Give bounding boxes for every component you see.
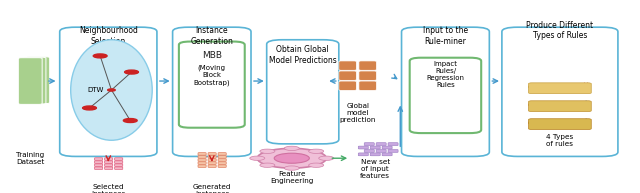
FancyBboxPatch shape — [198, 165, 206, 167]
FancyBboxPatch shape — [382, 146, 392, 149]
FancyBboxPatch shape — [410, 58, 481, 133]
FancyBboxPatch shape — [218, 159, 226, 161]
Text: Produce Different
Types of Rules: Produce Different Types of Rules — [526, 21, 593, 41]
FancyBboxPatch shape — [60, 27, 157, 156]
Circle shape — [284, 166, 300, 170]
FancyBboxPatch shape — [359, 81, 376, 90]
FancyBboxPatch shape — [95, 158, 102, 160]
FancyBboxPatch shape — [104, 167, 113, 169]
FancyBboxPatch shape — [95, 164, 102, 166]
Text: Obtain Global
Model Predictions: Obtain Global Model Predictions — [269, 45, 337, 64]
Circle shape — [308, 149, 324, 153]
Text: MBB: MBB — [202, 51, 222, 59]
FancyBboxPatch shape — [401, 27, 490, 156]
FancyBboxPatch shape — [115, 161, 123, 163]
Text: ✕: ✕ — [582, 83, 588, 89]
Circle shape — [93, 54, 107, 58]
FancyBboxPatch shape — [529, 103, 550, 106]
FancyBboxPatch shape — [198, 162, 206, 164]
Circle shape — [108, 89, 115, 91]
FancyBboxPatch shape — [104, 164, 113, 166]
Text: Neighbourhood
Selection: Neighbourhood Selection — [79, 26, 138, 46]
Text: 4 Types
of rules: 4 Types of rules — [547, 134, 573, 147]
FancyBboxPatch shape — [388, 143, 398, 146]
FancyBboxPatch shape — [198, 156, 206, 158]
Text: New set
of input
features: New set of input features — [360, 159, 390, 179]
Text: Impact
Rules/
Regression
Rules: Impact Rules/ Regression Rules — [426, 61, 465, 88]
FancyBboxPatch shape — [364, 143, 374, 146]
FancyBboxPatch shape — [267, 40, 339, 144]
FancyBboxPatch shape — [370, 153, 380, 156]
Circle shape — [274, 153, 309, 163]
Text: Input to the
Rule-miner: Input to the Rule-miner — [423, 26, 468, 46]
Text: Training
Dataset: Training Dataset — [16, 152, 44, 165]
FancyBboxPatch shape — [529, 101, 591, 112]
FancyBboxPatch shape — [22, 57, 46, 104]
FancyBboxPatch shape — [339, 81, 356, 90]
Circle shape — [125, 70, 138, 74]
FancyBboxPatch shape — [198, 159, 206, 161]
Circle shape — [260, 163, 275, 167]
FancyBboxPatch shape — [218, 156, 226, 158]
FancyBboxPatch shape — [359, 61, 376, 70]
Circle shape — [83, 106, 97, 110]
FancyBboxPatch shape — [198, 153, 206, 155]
FancyBboxPatch shape — [95, 167, 102, 169]
FancyBboxPatch shape — [339, 71, 356, 80]
Circle shape — [260, 149, 275, 153]
FancyBboxPatch shape — [26, 57, 50, 103]
FancyBboxPatch shape — [529, 119, 591, 130]
FancyBboxPatch shape — [376, 143, 386, 146]
FancyBboxPatch shape — [95, 161, 102, 163]
Text: ✓: ✓ — [582, 101, 588, 107]
FancyBboxPatch shape — [502, 27, 618, 156]
Text: Global
model
prediction: Global model prediction — [339, 103, 376, 123]
Text: Selected
Instances: Selected Instances — [92, 184, 126, 193]
Text: Feature
Engineering: Feature Engineering — [270, 171, 314, 185]
FancyBboxPatch shape — [388, 150, 398, 152]
FancyBboxPatch shape — [218, 153, 226, 155]
Circle shape — [124, 119, 137, 123]
FancyBboxPatch shape — [179, 41, 244, 128]
FancyBboxPatch shape — [382, 153, 392, 156]
FancyBboxPatch shape — [339, 61, 356, 70]
FancyBboxPatch shape — [376, 150, 386, 152]
FancyBboxPatch shape — [218, 165, 226, 167]
FancyBboxPatch shape — [208, 165, 216, 167]
Ellipse shape — [70, 40, 152, 140]
Text: Instance
Generation: Instance Generation — [190, 26, 233, 46]
FancyBboxPatch shape — [218, 162, 226, 164]
Circle shape — [250, 156, 265, 160]
Circle shape — [308, 163, 324, 167]
FancyBboxPatch shape — [370, 146, 380, 149]
FancyBboxPatch shape — [115, 167, 123, 169]
FancyBboxPatch shape — [364, 150, 374, 152]
Circle shape — [284, 146, 300, 151]
Text: ✓: ✓ — [582, 119, 588, 124]
FancyBboxPatch shape — [529, 83, 591, 94]
FancyBboxPatch shape — [358, 146, 368, 149]
FancyBboxPatch shape — [115, 158, 123, 160]
FancyBboxPatch shape — [358, 153, 368, 156]
Circle shape — [319, 156, 334, 160]
FancyBboxPatch shape — [208, 153, 216, 155]
FancyBboxPatch shape — [19, 58, 42, 104]
Text: Generated
Instances: Generated Instances — [193, 184, 232, 193]
FancyBboxPatch shape — [529, 121, 550, 124]
FancyBboxPatch shape — [359, 71, 376, 80]
FancyBboxPatch shape — [529, 85, 550, 88]
Text: (Moving
Block
Bootstrap): (Moving Block Bootstrap) — [193, 65, 230, 86]
FancyBboxPatch shape — [208, 162, 216, 164]
FancyBboxPatch shape — [104, 158, 113, 160]
Circle shape — [257, 148, 326, 168]
Text: DTW: DTW — [88, 87, 104, 93]
FancyBboxPatch shape — [104, 161, 113, 163]
FancyBboxPatch shape — [208, 156, 216, 158]
FancyBboxPatch shape — [115, 164, 123, 166]
FancyBboxPatch shape — [173, 27, 251, 156]
FancyBboxPatch shape — [208, 159, 216, 161]
